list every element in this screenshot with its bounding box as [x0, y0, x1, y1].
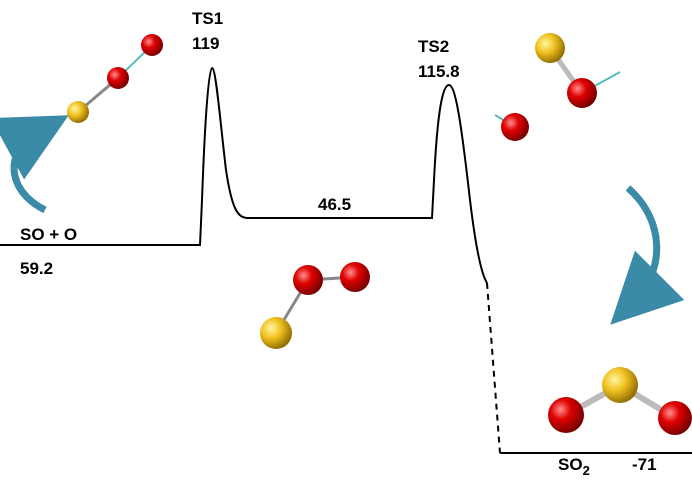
formula-subscript: 2 [583, 463, 590, 478]
molecule [67, 34, 163, 123]
energy-label: 59.2 [20, 259, 53, 278]
curved-arrow [628, 188, 657, 300]
energy-diagram: SO + O 59.2 TS1 119 46.5 TS2 115.8 SO2 -… [0, 0, 692, 479]
molecule [495, 33, 620, 141]
energy-label: 115.8 [418, 62, 460, 81]
level-label: SO2 [558, 455, 590, 478]
level-label: TS1 [192, 9, 223, 28]
energy-profile [0, 68, 487, 283]
level-label: SO + O [20, 225, 77, 244]
molecule [548, 367, 692, 435]
energy-label: -71 [632, 455, 657, 474]
energy-label: 46.5 [318, 195, 351, 214]
formula: SO [558, 455, 583, 474]
level-label: TS2 [418, 37, 449, 56]
energy-label: 119 [192, 34, 219, 53]
curved-arrow [14, 132, 45, 210]
energy-profile-dashed [487, 283, 500, 453]
molecule [260, 262, 370, 349]
